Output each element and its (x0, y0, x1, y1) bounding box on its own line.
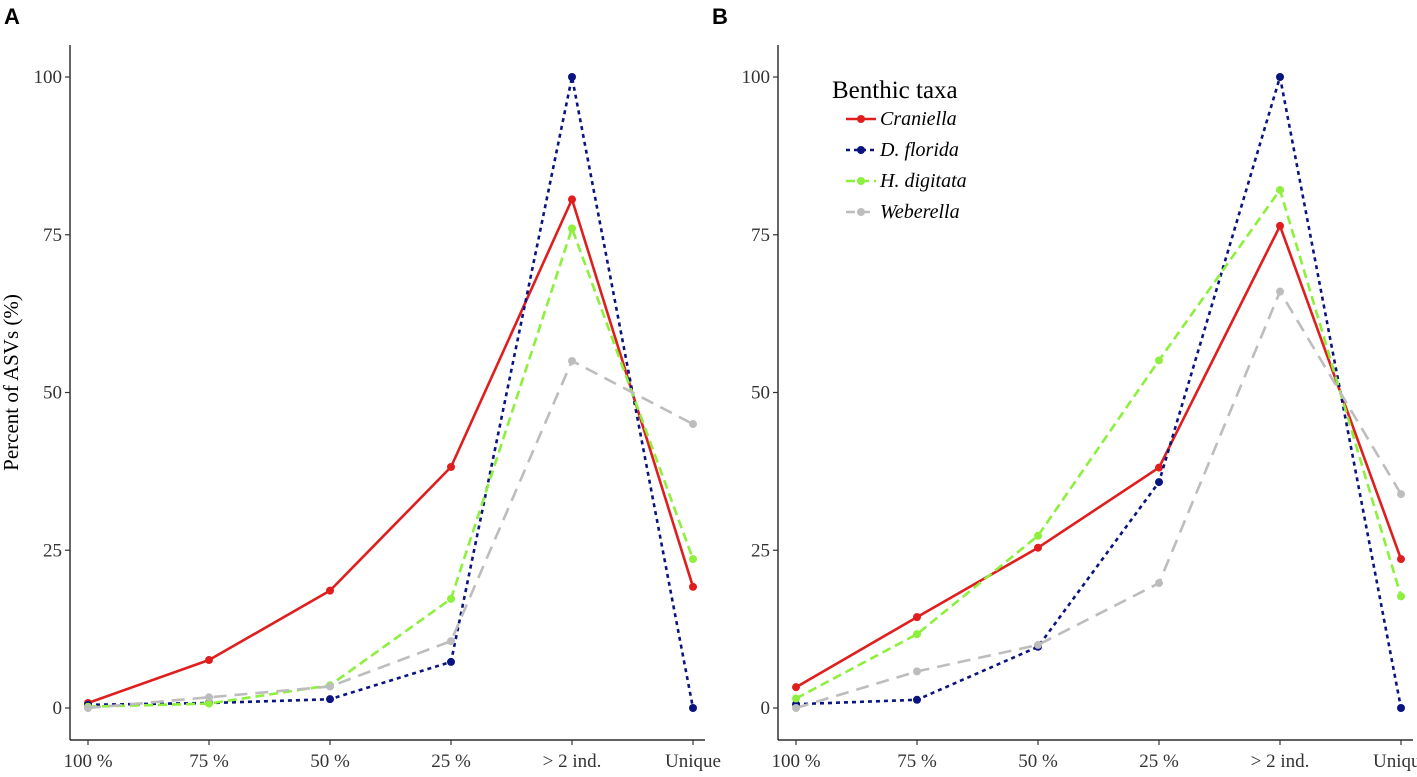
data-point (568, 195, 576, 204)
data-point (1034, 531, 1042, 540)
data-point (1397, 555, 1405, 564)
y-tick-label: 100 (742, 67, 771, 88)
data-point (1276, 73, 1284, 81)
y-tick-label: 100 (34, 67, 63, 88)
y-tick-label: 50 (43, 383, 62, 404)
legend-key-point (857, 146, 865, 154)
series-craniella (792, 221, 1405, 692)
data-point (205, 693, 213, 702)
data-point (1276, 221, 1284, 230)
x-tick-label: 100 % (771, 751, 820, 772)
x-tick-label: 25 % (431, 751, 471, 772)
legend-key-point (857, 115, 865, 123)
series-weberella (792, 287, 1405, 712)
data-point (205, 699, 213, 708)
data-point (792, 704, 800, 712)
panel-letter: B (712, 4, 728, 29)
data-point (568, 73, 576, 81)
data-point (1155, 463, 1163, 472)
data-point (913, 695, 921, 704)
x-tick-label: Unique (1373, 751, 1417, 772)
legend-entry: D. florida (879, 139, 959, 161)
series-craniella (84, 195, 697, 707)
data-point (1155, 356, 1163, 365)
data-point (1155, 579, 1163, 588)
x-tick-label: > 2 ind. (1251, 751, 1310, 772)
data-point (326, 586, 334, 595)
y-tick-label: 0 (53, 698, 63, 719)
series-line (87, 198, 695, 705)
y-tick-label: 50 (751, 383, 770, 404)
data-point (205, 656, 213, 665)
panel-a: A 0 25 50 75 100 100 % 75 % 50 % 25 % > 2 ind. Uniq… (0, 4, 721, 772)
data-point (447, 462, 455, 471)
x-tick-label: Unique (665, 751, 721, 772)
x-tick-label: 100 % (63, 751, 112, 772)
series-weberella (84, 356, 697, 712)
data-point (1155, 478, 1163, 487)
series-line (795, 75, 1403, 709)
legend-entry: H. digitata (879, 170, 967, 192)
x-tick-label: 50 % (1018, 751, 1058, 772)
data-point (326, 695, 334, 704)
series-line (87, 75, 695, 709)
legend-entry: Craniella (880, 108, 957, 130)
series-d-florida (84, 73, 697, 712)
series-line (795, 188, 1403, 700)
x-tick-label: 75 % (189, 751, 229, 772)
series-h-digitata (792, 185, 1405, 703)
series-line (87, 227, 695, 708)
legend-entry: Weberella (880, 201, 960, 223)
data-point (1276, 185, 1284, 194)
data-point (689, 582, 697, 591)
data-point (568, 224, 576, 233)
data-point (1276, 287, 1284, 296)
data-point (689, 420, 697, 429)
data-point (326, 682, 334, 691)
legend-key-point (857, 208, 865, 216)
data-point (568, 356, 576, 365)
series-h-digitata (84, 224, 697, 711)
legend-title: Benthic taxa (832, 77, 958, 104)
data-point (1034, 640, 1042, 649)
data-point (689, 555, 697, 564)
x-tick-label: 75 % (897, 751, 937, 772)
x-tick-label: 25 % (1139, 751, 1179, 772)
series-line (795, 290, 1403, 710)
data-point (689, 704, 697, 712)
panel-b: B 0 25 50 75 100 100 % 75 % 50 % 25 % > 2 ind. Uniq… (712, 4, 1417, 772)
data-point (1397, 490, 1405, 499)
y-tick-label: 25 (43, 540, 62, 561)
data-point (1397, 592, 1405, 601)
data-point (792, 683, 800, 692)
panel-letter: A (4, 4, 20, 29)
data-point (913, 613, 921, 622)
x-tick-label: 50 % (310, 751, 350, 772)
data-point (913, 667, 921, 676)
y-tick-label: 25 (751, 540, 770, 561)
data-point (84, 704, 92, 712)
data-point (1397, 704, 1405, 712)
y-tick-label: 75 (751, 225, 770, 246)
series-line (795, 224, 1403, 689)
y-axis-title: Percent of ASVs (%) (0, 294, 23, 471)
data-point (447, 594, 455, 603)
series-d-florida (792, 73, 1405, 712)
legend-key-point (857, 177, 865, 185)
y-tick-label: 75 (43, 225, 62, 246)
y-tick-label: 0 (761, 698, 771, 719)
data-point (792, 694, 800, 703)
series-line (87, 359, 694, 710)
legend: Benthic taxa Craniella D. florida H. digita… (832, 77, 967, 223)
data-point (1034, 543, 1042, 552)
data-point (447, 657, 455, 666)
x-tick-label: > 2 ind. (543, 751, 602, 772)
data-point (447, 637, 455, 646)
data-point (913, 630, 921, 639)
